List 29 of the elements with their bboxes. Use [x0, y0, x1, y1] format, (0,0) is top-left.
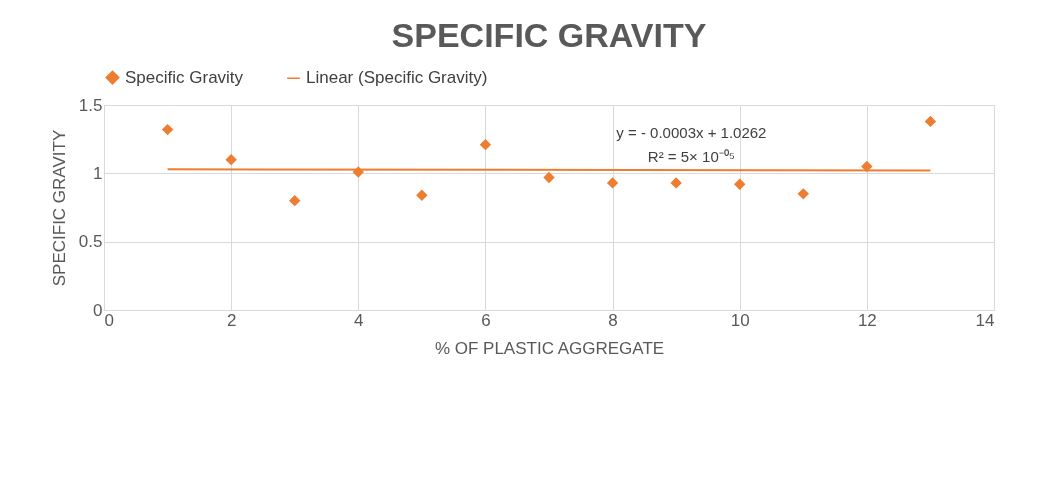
y-axis-title: SPECIFIC GRAVITY — [49, 129, 69, 287]
x-tick-label: 6 — [481, 310, 491, 330]
chart-title: SPECIFIC GRAVITY — [391, 16, 707, 54]
point — [416, 189, 428, 201]
x-tick-label: 4 — [354, 310, 364, 330]
point — [225, 153, 237, 166]
x-tick-label: 14 — [975, 310, 995, 330]
x-tick-label: 12 — [857, 310, 877, 330]
point — [797, 188, 809, 200]
point — [861, 160, 873, 173]
legend-label: Specific Gravity — [125, 67, 244, 87]
point — [670, 177, 682, 189]
point — [543, 171, 555, 184]
annotation: y = - 0.0003x + 1.0262 — [616, 124, 767, 141]
point — [479, 138, 492, 151]
y-tick-label: 1.5 — [78, 95, 103, 115]
x-tick-label: 2 — [226, 310, 237, 330]
x-tick-label: 8 — [608, 310, 618, 330]
y-tick-label: 0.5 — [78, 232, 103, 252]
x-tick-label: 10 — [730, 310, 750, 330]
point — [924, 115, 937, 128]
point — [289, 194, 301, 207]
annotation: R² = 5× 10⁻⁰⁵ — [647, 148, 735, 165]
x-axis-title: % OF PLASTIC AGGREGATE — [434, 338, 665, 358]
point — [161, 123, 174, 136]
point — [734, 178, 746, 190]
legend-label: Linear (Specific Gravity) — [306, 68, 488, 88]
y-tick-label: 1 — [93, 163, 103, 183]
point — [606, 177, 619, 189]
